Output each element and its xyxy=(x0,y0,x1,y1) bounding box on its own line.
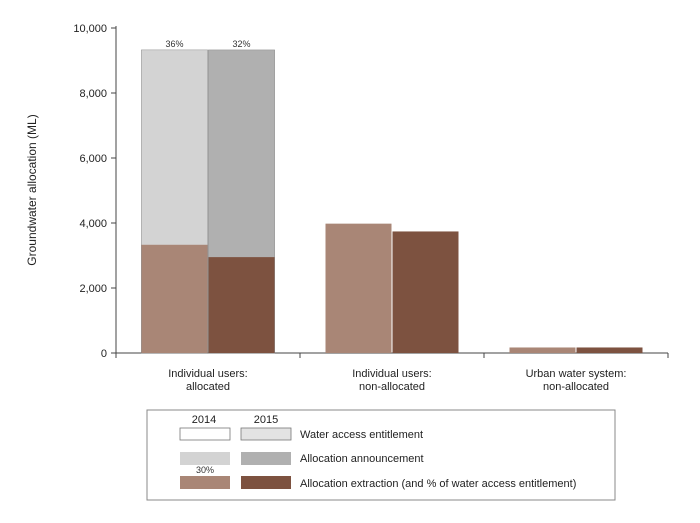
bar-extraction-2014-2 xyxy=(509,347,576,353)
legend-swatch-announcement-2014 xyxy=(180,452,230,465)
legend-label-entitlement: Water access entitlement xyxy=(300,429,423,441)
category-label-1-line-1: non-allocated xyxy=(359,381,425,393)
bar-extraction-2014-1 xyxy=(325,223,392,353)
y-tick-label: 0 xyxy=(101,348,107,360)
legend-swatch-extraction-2015 xyxy=(241,476,291,489)
legend-swatch-extraction-2014 xyxy=(180,476,230,489)
legend-box xyxy=(146,409,616,501)
legend-label-extraction: Allocation extraction (and % of water ac… xyxy=(300,478,576,490)
legend-example-pct: 30% xyxy=(196,465,214,475)
category-label-0-line-0: Individual users: xyxy=(168,368,248,380)
category-label-0-line-1: allocated xyxy=(186,381,230,393)
category-label-1-line-0: Individual users: xyxy=(352,368,432,380)
bar-extraction-2014-0 xyxy=(141,244,208,353)
data-label-pct-2014-0: 36% xyxy=(165,39,183,49)
legend-year-2015: 2015 xyxy=(254,414,278,426)
x-axis xyxy=(111,352,669,358)
bar-extraction-2015-2 xyxy=(576,347,643,353)
y-tick-label: 8,000 xyxy=(79,88,107,100)
category-label-2-line-0: Urban water system: xyxy=(526,368,627,380)
legend-swatch-announcement-2015 xyxy=(241,452,291,465)
bars: 36% 32% xyxy=(141,39,643,354)
legend-swatch-entitlement-2015 xyxy=(240,427,292,441)
y-axis: 0 2,000 4,000 6,000 8,000 10,000 xyxy=(73,23,117,360)
legend-swatch-entitlement-2014 xyxy=(179,427,231,441)
y-tick-label: 2,000 xyxy=(79,283,107,295)
y-tick-label: 6,000 xyxy=(79,153,107,165)
y-axis-label: Groundwater allocation (ML) xyxy=(25,114,39,265)
y-tick-label: 10,000 xyxy=(73,23,107,35)
category-label-2-line-1: non-allocated xyxy=(543,381,609,393)
bar-extraction-2015-1 xyxy=(392,231,459,353)
legend-label-announcement: Allocation announcement xyxy=(300,453,424,465)
data-label-pct-2015-0: 32% xyxy=(232,39,250,49)
y-tick-label: 4,000 xyxy=(79,218,107,230)
legend-year-2014: 2014 xyxy=(192,414,216,426)
legend: 2014 2015 Water access entitlement Alloc… xyxy=(146,409,616,501)
bar-extraction-2015-0 xyxy=(208,257,275,353)
